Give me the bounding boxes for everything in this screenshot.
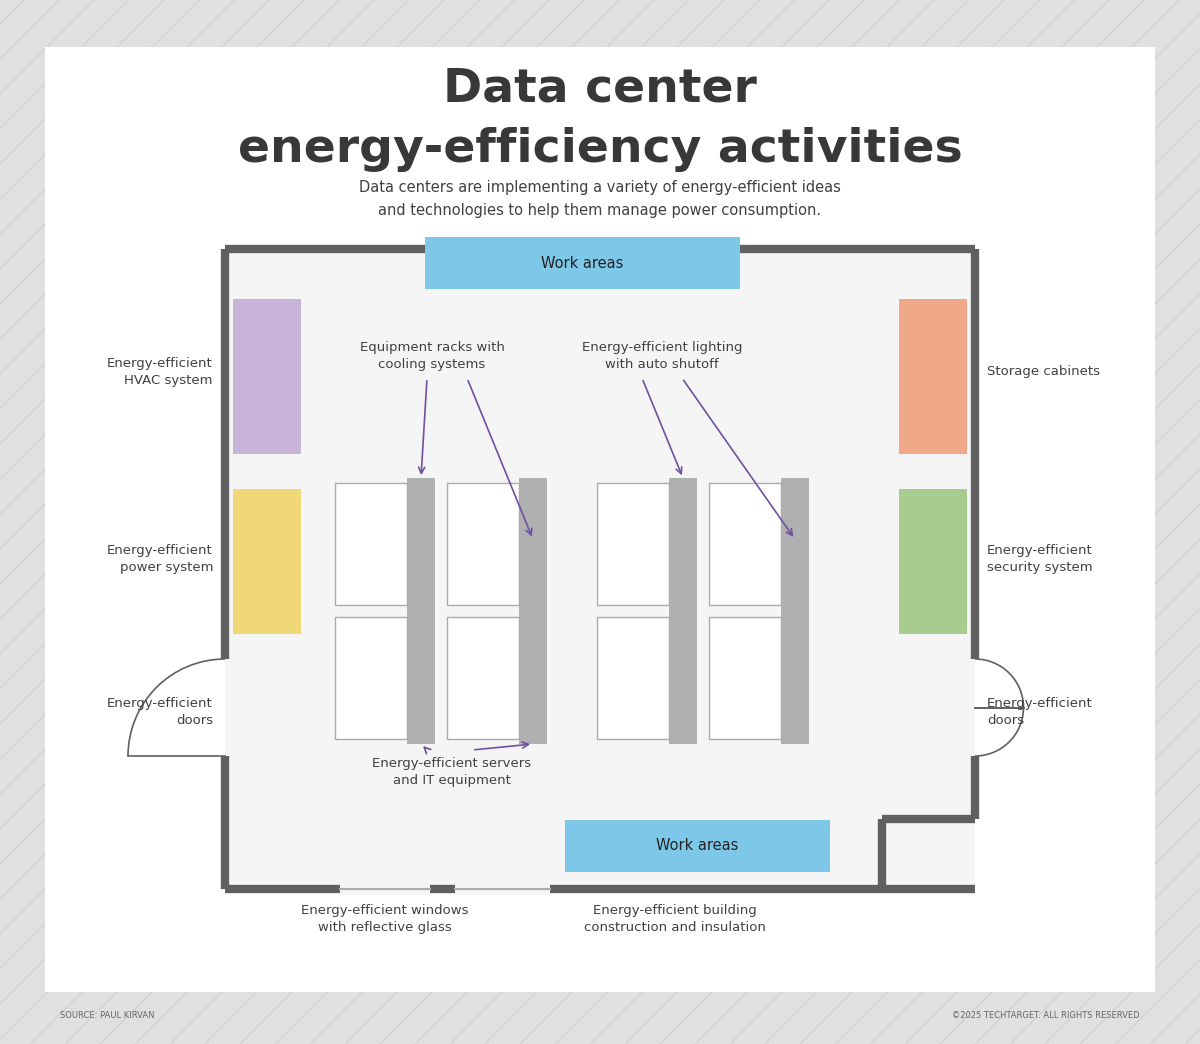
Text: Energy-efficient building
construction and insulation: Energy-efficient building construction a… — [584, 904, 766, 934]
Text: Energy-efficient
HVAC system: Energy-efficient HVAC system — [107, 357, 214, 387]
Bar — [899, 299, 967, 454]
Text: Energy-efficient
power system: Energy-efficient power system — [107, 544, 214, 574]
Text: Energy-efficient lighting
with auto shutoff: Energy-efficient lighting with auto shut… — [582, 341, 743, 371]
Bar — [407, 478, 436, 744]
Text: energy-efficiency activities: energy-efficiency activities — [238, 126, 962, 171]
Text: Energy-efficient windows
with reflective glass: Energy-efficient windows with reflective… — [301, 904, 469, 934]
Text: Data centers are implementing a variety of energy-efficient ideas
and technologi: Data centers are implementing a variety … — [359, 181, 841, 217]
Text: Energy-efficient
security system: Energy-efficient security system — [986, 544, 1093, 574]
Bar — [598, 483, 670, 606]
Bar — [455, 883, 550, 895]
Bar — [335, 617, 407, 739]
Bar — [781, 478, 809, 744]
Bar — [670, 478, 697, 744]
Text: Equipment racks with
cooling systems: Equipment racks with cooling systems — [360, 341, 504, 371]
Text: Storage cabinets: Storage cabinets — [986, 365, 1100, 379]
Text: Energy-efficient servers
and IT equipment: Energy-efficient servers and IT equipmen… — [372, 757, 532, 787]
Bar — [565, 820, 830, 872]
Text: SOURCE: PAUL KIRVAN: SOURCE: PAUL KIRVAN — [60, 1012, 155, 1020]
Bar — [340, 883, 430, 895]
Text: Work areas: Work areas — [541, 256, 624, 270]
Bar — [520, 478, 547, 744]
Text: ©2025 TECHTARGET. ALL RIGHTS RESERVED: ©2025 TECHTARGET. ALL RIGHTS RESERVED — [953, 1012, 1140, 1020]
Bar — [448, 483, 520, 606]
Bar — [226, 250, 974, 889]
Text: Energy-efficient
doors: Energy-efficient doors — [107, 697, 214, 727]
Bar — [448, 617, 520, 739]
Bar — [233, 299, 301, 454]
Bar — [709, 617, 781, 739]
Text: Energy-efficient
doors: Energy-efficient doors — [986, 697, 1093, 727]
Text: Work areas: Work areas — [656, 838, 739, 854]
Bar — [899, 489, 967, 634]
Text: Data center: Data center — [443, 67, 757, 112]
Bar — [709, 483, 781, 606]
Bar — [335, 483, 407, 606]
Bar — [233, 489, 301, 634]
Bar — [425, 237, 740, 289]
Bar — [598, 617, 670, 739]
